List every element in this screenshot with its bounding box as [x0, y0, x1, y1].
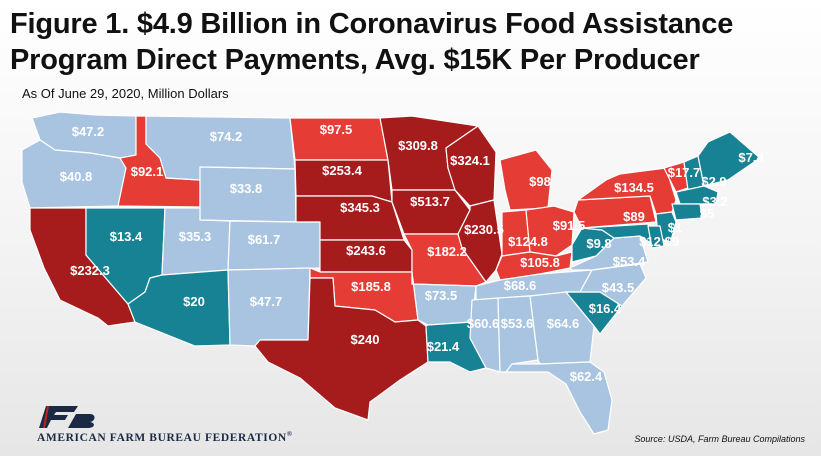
state-IN — [501, 209, 531, 257]
state-value-AZ: $20 — [183, 294, 205, 309]
state-value-ND: $97.5 — [320, 122, 353, 137]
state-FL — [505, 361, 613, 435]
state-value-WA: $47.2 — [72, 124, 105, 139]
title-line-2: Program Direct Payments, Avg. $15K Per P… — [10, 44, 700, 76]
state-value-CT: $5 — [700, 206, 714, 221]
state-value-MO: $182.2 — [427, 244, 467, 259]
state-value-NM: $47.7 — [250, 294, 283, 309]
state-value-VA: $53.4 — [613, 254, 646, 269]
state-value-ID: $92.1 — [131, 164, 164, 179]
state-value-SD: $253.4 — [322, 163, 363, 178]
labels-layer: $47.2 $40.8 $232.3 $92.1 $13.4 $74.2 $33.8 $35.… — [60, 122, 764, 384]
state-value-NV: $13.4 — [110, 229, 143, 244]
state-value-PA: $89 — [623, 209, 645, 224]
state-value-AL: $53.6 — [501, 316, 534, 331]
state-value-OK: $185.8 — [351, 279, 391, 294]
state-MS — [469, 297, 501, 373]
state-value-CO: $61.7 — [248, 232, 281, 247]
state-TX — [254, 277, 429, 421]
state-value-NC: $43.5 — [602, 280, 635, 295]
state-value-FL: $62.4 — [570, 369, 603, 384]
state-value-NE: $345.3 — [340, 200, 380, 215]
state-value-WI: $324.1 — [450, 153, 490, 168]
state-value-IA: $513.7 — [410, 194, 450, 209]
states-layer — [21, 111, 761, 435]
organization-name-text: AMERICAN FARM BUREAU FEDERATION — [37, 431, 287, 444]
state-value-AR: $73.5 — [425, 288, 458, 303]
state-value-NY: $134.5 — [614, 180, 654, 195]
state-value-DE: $9 — [665, 234, 679, 249]
state-value-CA: $232.3 — [70, 263, 110, 278]
state-value-TX: $240 — [351, 332, 380, 347]
state-value-OH: $91.5 — [553, 218, 586, 233]
organization-name: AMERICAN FARM BUREAU FEDERATION® — [37, 430, 293, 444]
state-CT — [671, 203, 703, 221]
state-value-MD: $12 — [639, 234, 661, 249]
state-value-MI: $98 — [529, 174, 551, 189]
state-value-ME: $7.8 — [738, 150, 763, 165]
state-PA — [573, 195, 657, 229]
state-value-IL: $230.5 — [464, 222, 504, 237]
state-value-NH: $2.9 — [701, 174, 726, 189]
state-value-VT: $17.7 — [668, 165, 701, 180]
state-MD — [581, 223, 653, 245]
state-value-MN: $309.8 — [398, 138, 438, 153]
state-value-KS: $243.6 — [346, 243, 386, 258]
figure-title: Figure 1. $4.9 Billion in Coronavirus Fo… — [10, 6, 815, 78]
state-IL — [457, 199, 503, 283]
state-value-SC: $16.4 — [589, 301, 622, 316]
source-note: Source: USDA, Farm Bureau Compilations — [634, 434, 805, 444]
state-value-KY: $105.8 — [520, 255, 560, 270]
state-value-NJ: $1 — [668, 220, 682, 235]
state-value-MA: $3.2 — [702, 194, 727, 209]
state-DE — [647, 225, 665, 249]
title-line-1: Figure 1. $4.9 Billion in Coronavirus Fo… — [10, 8, 734, 40]
registered-mark: ® — [286, 430, 293, 438]
state-value-MT: $74.2 — [210, 129, 243, 144]
state-value-OR: $40.8 — [60, 169, 93, 184]
state-value-WV: $9.8 — [586, 236, 611, 251]
state-value-GA: $64.6 — [547, 316, 580, 331]
state-value-UT: $35.3 — [179, 229, 212, 244]
state-NY — [577, 167, 677, 215]
state-value-WY: $33.8 — [230, 181, 263, 196]
state-value-TN: $68.6 — [504, 278, 537, 293]
state-value-LA: $21.4 — [427, 339, 460, 354]
subtitle: As Of June 29, 2020, Million Dollars — [22, 86, 229, 101]
state-MA — [675, 185, 719, 205]
state-value-MS: $60.6 — [467, 316, 500, 331]
farm-bureau-logo — [39, 405, 95, 429]
state-value-IN: $124.8 — [508, 234, 548, 249]
